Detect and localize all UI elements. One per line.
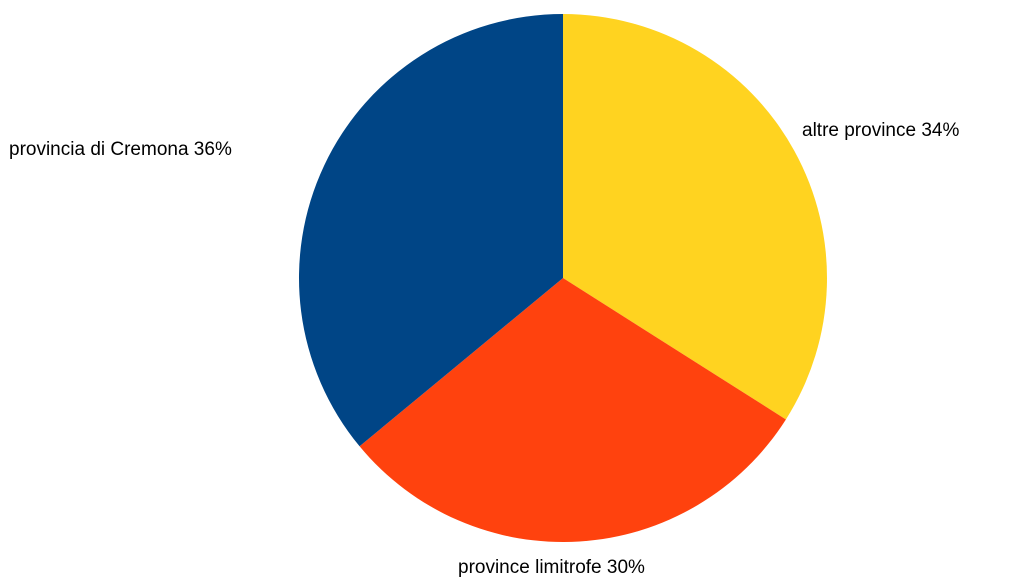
slice-label-province-limitrofe: province limitrofe 30%	[458, 557, 645, 578]
slice-label-provincia-di-cremona: provincia di Cremona 36%	[9, 139, 232, 160]
pie-slice-province-limitrofe	[359, 278, 786, 543]
pie-slices	[298, 14, 827, 543]
pie-slice-provincia-di-cremona	[298, 14, 563, 447]
pie-slice-altre-province	[563, 14, 827, 420]
slice-label-altre-province: altre province 34%	[802, 120, 959, 141]
